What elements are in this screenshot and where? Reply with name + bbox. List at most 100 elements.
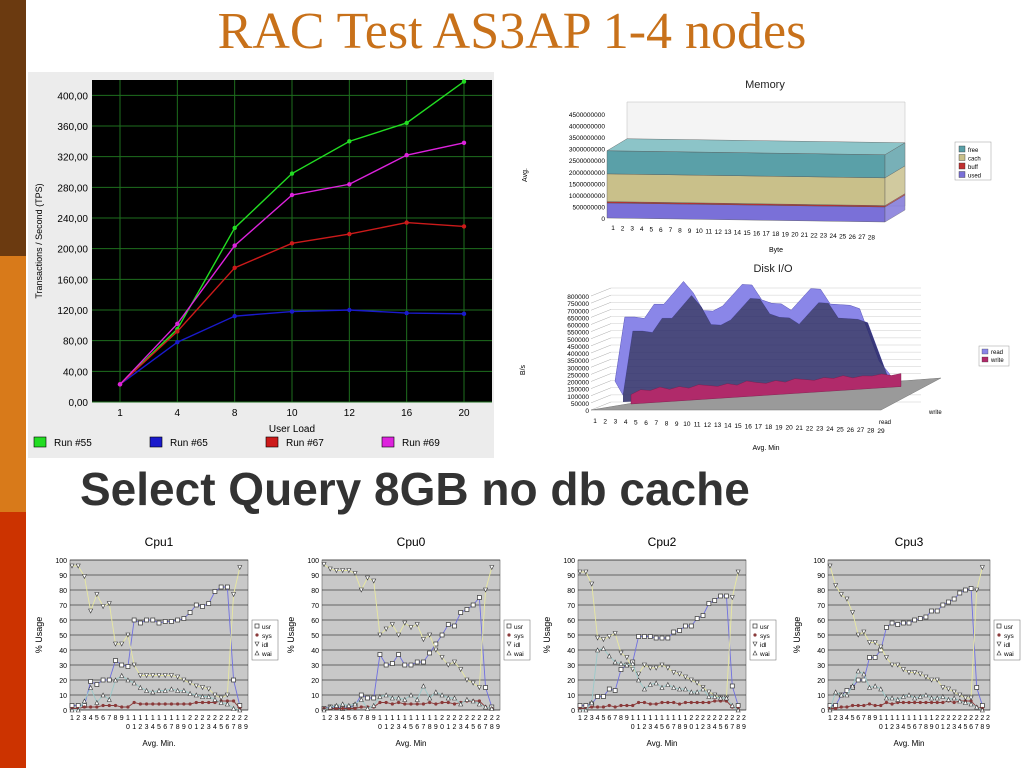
x-tick-label: 23 xyxy=(820,233,828,240)
x-tick-label: 14 xyxy=(724,423,732,430)
idl-point xyxy=(872,640,878,646)
chart-title: Cpu1 xyxy=(145,535,174,549)
x-tick-label-top: 1 xyxy=(884,715,888,722)
x-tick-label: 15 xyxy=(743,230,751,237)
x-tick-label-top: 1 xyxy=(918,715,922,722)
sys-point xyxy=(507,633,511,637)
wai-point xyxy=(729,702,735,708)
x-tick-label: 26 xyxy=(849,234,857,241)
x-tick-label-bottom: 0 xyxy=(378,724,382,731)
idl-point xyxy=(844,596,850,602)
legend-label: read xyxy=(991,350,1003,356)
y-tick-label: 80 xyxy=(817,588,825,595)
wai-point xyxy=(867,684,872,690)
x-tick-label-bottom: 6 xyxy=(415,724,419,731)
x-tick-label-bottom: 1 xyxy=(384,724,388,731)
x-tick-label-top: 1 xyxy=(828,715,832,722)
x-tick-label-bottom: 6 xyxy=(666,724,670,731)
idl-point xyxy=(476,685,482,691)
sys-point xyxy=(601,705,606,709)
wai-point xyxy=(377,693,383,699)
idl-point xyxy=(200,685,205,691)
usr-point xyxy=(901,620,906,626)
sys-point xyxy=(169,702,174,706)
x-tick-label-top: 6 xyxy=(856,715,860,722)
wai-point xyxy=(957,698,963,704)
x-tick-label-top: 8 xyxy=(114,715,118,722)
wai-point xyxy=(996,650,1002,656)
wai-point xyxy=(665,681,671,687)
usr-point xyxy=(94,682,100,687)
y-gridline-left xyxy=(590,401,612,411)
wai-point xyxy=(612,659,618,665)
x-tick-label: 12 xyxy=(344,408,356,419)
idl-point xyxy=(729,595,735,601)
usr-point xyxy=(917,616,923,621)
y-gridline-left xyxy=(590,366,612,375)
x-tick-label-top: 1 xyxy=(890,715,894,722)
sys-point xyxy=(95,705,99,709)
usr-point xyxy=(483,685,488,690)
y-axis-title: B/s xyxy=(520,364,527,375)
sys-point xyxy=(353,706,357,711)
wai-point xyxy=(878,686,884,692)
usr-point xyxy=(683,623,688,629)
idl-point xyxy=(659,662,665,668)
y-tick-label: 0,00 xyxy=(69,398,89,409)
usr-point xyxy=(642,634,647,639)
y-tick-label: 40 xyxy=(311,648,319,655)
x-tick-label: 20 xyxy=(785,425,793,432)
legend-swatch xyxy=(265,436,279,448)
wai-point xyxy=(81,698,87,704)
x-tick-label-top: 1 xyxy=(126,715,130,722)
idl-point xyxy=(889,662,895,668)
wai-point xyxy=(383,692,389,698)
x-tick-label-bottom: 5 xyxy=(719,724,723,731)
cpu0-scatter-chart: Cpu0 0 10 20 30 40 50 60 70 80 90 100% Usage 1 2 3 4 5 6 7… xyxy=(282,532,532,764)
wai-point xyxy=(951,695,957,701)
idl-point xyxy=(346,568,352,574)
wai-point xyxy=(833,689,839,695)
idl-point xyxy=(420,637,426,643)
usr-point xyxy=(445,622,451,627)
usr-point xyxy=(618,667,624,672)
x-tick-label: 18 xyxy=(765,424,773,431)
cpu3-scatter-chart: Cpu3 0 10 20 30 40 50 60 70 80 90 100% Usage 1 2 3 4 5 6 7… xyxy=(788,532,1022,764)
x-tick-label-top: 4 xyxy=(89,715,93,722)
x-tick-label-bottom: 4 xyxy=(654,724,658,731)
x-tick-label-top: 2 xyxy=(935,715,939,722)
y-tick-label: 80 xyxy=(567,588,575,595)
x-tick-label: 22 xyxy=(806,425,814,432)
idl-point xyxy=(218,695,224,701)
x-tick-label-bottom: 7 xyxy=(730,724,734,731)
x-tick-label-bottom: 1 xyxy=(884,724,888,731)
sys-point xyxy=(997,633,1001,637)
x-tick-label-bottom: 8 xyxy=(176,724,180,731)
x-tick-label-top: 2 xyxy=(689,715,693,722)
idl-point xyxy=(940,685,946,691)
x-tick-label-top: 8 xyxy=(366,715,370,722)
sys-point xyxy=(428,700,432,705)
x-tick-label: 27 xyxy=(857,427,865,434)
x-tick-label-bottom: 2 xyxy=(642,724,646,731)
x-tick-label: 1 xyxy=(611,225,615,232)
sys-point xyxy=(225,699,229,703)
x-tick-label: 25 xyxy=(839,233,847,240)
y-tick-label: 10 xyxy=(311,693,319,700)
x-tick-label-top: 2 xyxy=(201,715,205,722)
sys-point xyxy=(132,700,136,705)
x-tick-label: 17 xyxy=(763,231,771,238)
data-point xyxy=(175,340,180,345)
x-tick-label-bottom: 6 xyxy=(913,724,917,731)
legend-label: cach xyxy=(968,157,981,163)
wai-point xyxy=(912,695,918,701)
y-axis-title: % Usage xyxy=(542,617,552,654)
wai-point xyxy=(137,684,143,690)
y-gridline-left xyxy=(590,351,612,361)
usr-point xyxy=(688,623,694,629)
x-tick-label-bottom: 3 xyxy=(707,724,711,731)
usr-point xyxy=(706,601,712,606)
sys-point xyxy=(753,633,757,637)
x-tick-label-bottom: 6 xyxy=(225,724,229,731)
data-point xyxy=(289,192,295,198)
